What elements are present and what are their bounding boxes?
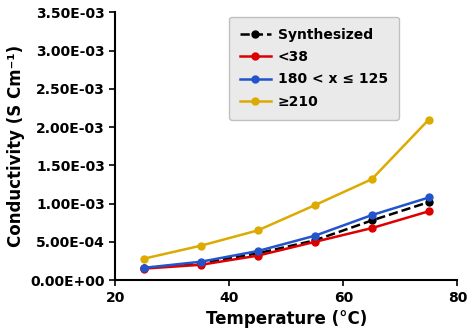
≥210 (255, 228, 261, 232)
Line: <38: <38 (140, 208, 432, 272)
Synthesized (426, 200, 432, 204)
<38 (198, 263, 204, 267)
Synthesized (312, 238, 318, 242)
180 < x ≤ 125 (141, 266, 147, 270)
Synthesized (141, 266, 147, 270)
180 < x ≤ 125 (198, 260, 204, 264)
180 < x ≤ 125 (369, 213, 375, 217)
180 < x ≤ 125 (255, 249, 261, 253)
180 < x ≤ 125 (312, 234, 318, 238)
Y-axis label: Conductivity (S Cm⁻¹): Conductivity (S Cm⁻¹) (7, 45, 25, 247)
Synthesized (255, 251, 261, 255)
Legend: Synthesized, <38, 180 < x ≤ 125, ≥210: Synthesized, <38, 180 < x ≤ 125, ≥210 (229, 17, 399, 120)
<38 (312, 240, 318, 244)
≥210 (369, 177, 375, 181)
Line: Synthesized: Synthesized (140, 199, 432, 271)
Synthesized (198, 261, 204, 265)
X-axis label: Temperature (°C): Temperature (°C) (206, 310, 367, 328)
≥210 (312, 203, 318, 207)
<38 (255, 254, 261, 258)
Synthesized (369, 218, 375, 222)
≥210 (198, 244, 204, 248)
≥210 (426, 118, 432, 122)
Line: ≥210: ≥210 (140, 116, 432, 262)
Line: 180 < x ≤ 125: 180 < x ≤ 125 (140, 194, 432, 271)
<38 (369, 226, 375, 230)
<38 (141, 267, 147, 271)
<38 (426, 209, 432, 213)
≥210 (141, 257, 147, 261)
180 < x ≤ 125 (426, 196, 432, 200)
